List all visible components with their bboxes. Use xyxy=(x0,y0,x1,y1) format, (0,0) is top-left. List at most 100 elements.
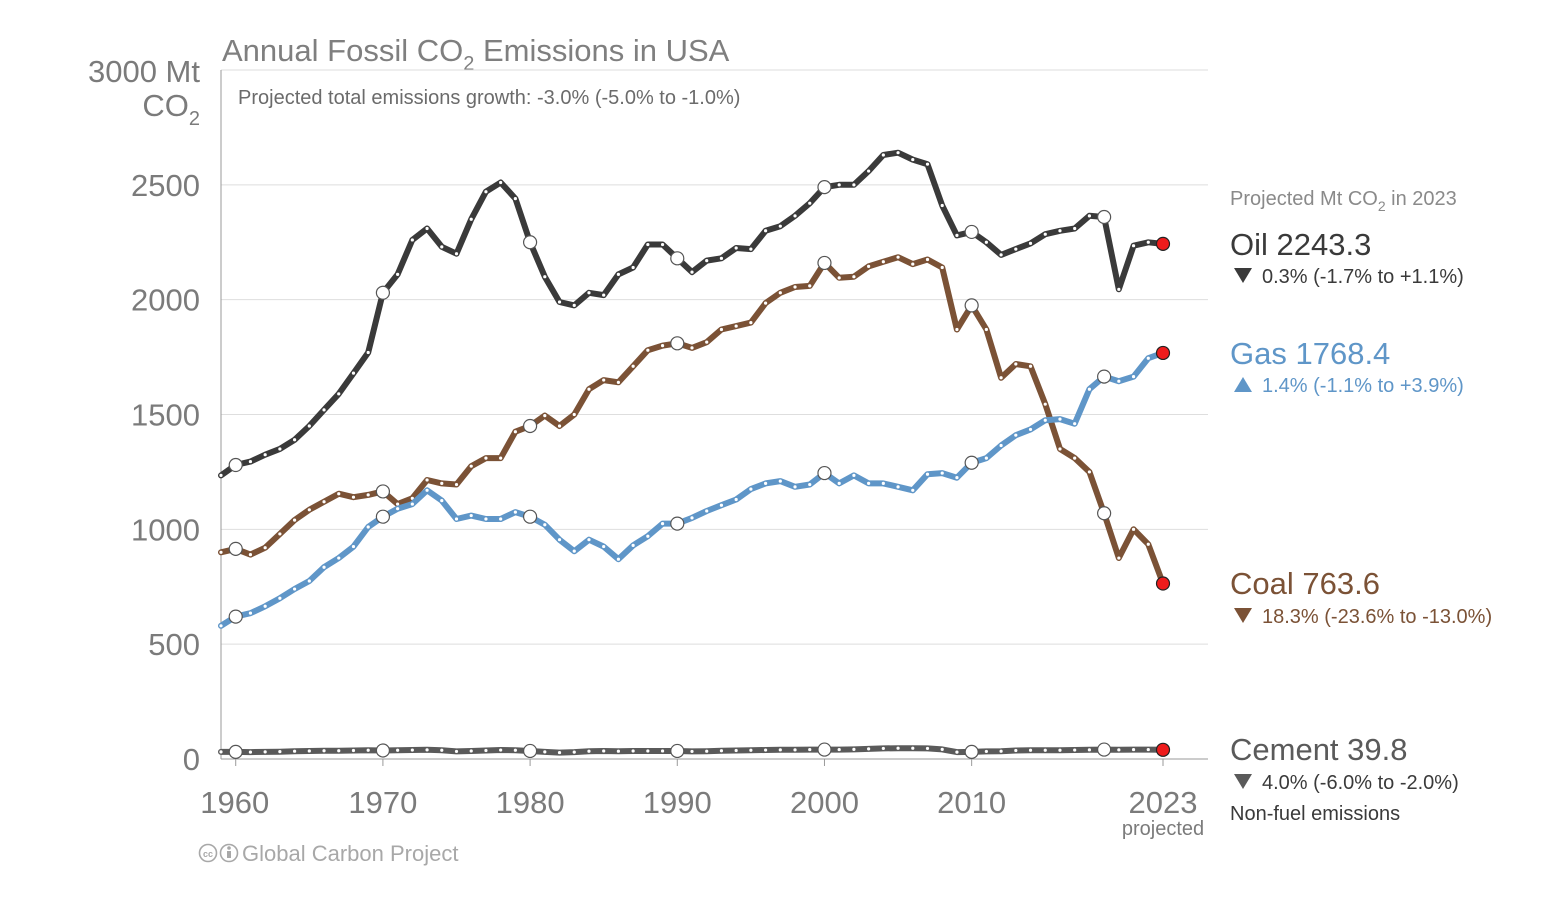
coal-point xyxy=(690,346,694,350)
gas-point xyxy=(322,565,326,569)
gas-decade-marker xyxy=(817,465,832,481)
gas-point xyxy=(248,611,253,615)
coal-point xyxy=(322,500,326,504)
x-tick-label: 2000 xyxy=(790,785,859,820)
cement-point xyxy=(734,748,738,753)
gas-point xyxy=(1058,417,1062,421)
gas-point xyxy=(881,481,885,485)
oil-point xyxy=(587,291,591,295)
gas-up-triangle-icon xyxy=(1234,377,1252,392)
cement-point xyxy=(454,749,459,754)
cement-point xyxy=(1058,748,1062,752)
coal-point xyxy=(660,344,665,348)
credit-text: Global Carbon Project xyxy=(242,841,458,866)
oil-point xyxy=(896,151,900,155)
coal-point xyxy=(631,364,635,368)
cement-point xyxy=(631,749,635,753)
cement-decade-marker xyxy=(228,744,243,759)
coal-decade-marker xyxy=(522,418,538,434)
oil-projected-point xyxy=(1155,236,1171,251)
gas-change-label: 1.4% (-1.1% to +3.9%) xyxy=(1262,375,1464,397)
x-tick-label: 1980 xyxy=(496,785,565,820)
cement-point xyxy=(263,750,267,754)
oil-point xyxy=(292,438,297,442)
y-tick-label: 1000 xyxy=(131,512,200,547)
coal-point xyxy=(543,414,547,418)
y-axis-ticks: 0 500 1000 1500 2000 2500 xyxy=(131,168,200,777)
oil-point xyxy=(1043,232,1047,236)
cement-point xyxy=(690,749,694,754)
oil-point xyxy=(1131,244,1136,248)
coal-point xyxy=(867,264,871,268)
oil-point xyxy=(852,183,856,187)
gas-point xyxy=(631,543,635,548)
cement-point xyxy=(248,750,253,754)
cement-point xyxy=(911,746,915,750)
oil-point xyxy=(1146,240,1150,244)
coal-point xyxy=(778,291,782,295)
cement-point xyxy=(955,750,959,754)
coal-down-triangle-icon xyxy=(1234,608,1252,623)
gas-point xyxy=(1117,379,1121,383)
coal-point xyxy=(808,284,812,288)
coal-point xyxy=(587,387,591,391)
coal-point xyxy=(557,424,562,428)
gas-series-line xyxy=(218,349,1166,629)
gas-point xyxy=(440,499,444,503)
cement-point xyxy=(660,749,665,753)
x-tick-label: 2010 xyxy=(937,785,1006,820)
cement-point xyxy=(763,748,768,752)
cement-note: Non-fuel emissions xyxy=(1230,803,1400,825)
chart-title: Annual Fossil CO2 Emissions in USA xyxy=(222,33,730,75)
coal-point xyxy=(572,412,576,417)
x-tick-label: 1990 xyxy=(643,785,712,820)
oil-point xyxy=(690,270,694,274)
chart-subtitle: Projected total emissions growth: -3.0% … xyxy=(238,87,740,109)
coal-point xyxy=(719,327,724,332)
svg-text:cc: cc xyxy=(203,849,213,859)
oil-point xyxy=(646,242,650,247)
coal-point xyxy=(984,327,988,332)
cement-point xyxy=(499,748,503,752)
creative-commons-icon: cc xyxy=(198,843,239,863)
oil-point xyxy=(734,246,738,250)
y-tick-label: 2500 xyxy=(131,168,200,203)
coal-point xyxy=(1073,456,1077,460)
coal-point xyxy=(763,301,768,305)
gas-point xyxy=(292,587,297,591)
gas-decade-marker xyxy=(670,516,685,531)
cement-point xyxy=(484,748,488,753)
x-tick-label: 2023 xyxy=(1129,785,1198,820)
oil-point xyxy=(513,197,517,201)
oil-point xyxy=(1073,226,1077,231)
coal-point xyxy=(263,546,267,550)
coal-point xyxy=(925,257,930,262)
gas-point xyxy=(808,482,812,487)
gas-point xyxy=(307,579,311,583)
cement-point xyxy=(1146,747,1150,752)
oil-point xyxy=(263,453,267,457)
gas-point xyxy=(749,487,753,491)
gas-point xyxy=(955,476,959,480)
cement-point xyxy=(557,750,562,755)
gas-point xyxy=(263,604,267,608)
gas-point xyxy=(719,503,724,507)
oil-point xyxy=(454,252,459,256)
gridlines xyxy=(221,69,1208,645)
cement-point xyxy=(808,747,812,752)
oil-point xyxy=(911,157,915,162)
coal-point xyxy=(248,552,253,557)
cement-point xyxy=(616,749,621,753)
x-tick-label: 1970 xyxy=(348,785,417,820)
gas-point xyxy=(425,488,429,492)
coal-projected-point xyxy=(1155,576,1171,591)
coal-point xyxy=(499,456,503,460)
gas-point xyxy=(999,443,1003,448)
cement-decade-marker xyxy=(1097,742,1112,757)
coal-point xyxy=(881,260,885,264)
oil-decade-marker xyxy=(817,180,832,195)
oil-point xyxy=(1014,247,1018,251)
coal-decade-marker xyxy=(964,298,979,313)
gas-point xyxy=(587,538,591,542)
